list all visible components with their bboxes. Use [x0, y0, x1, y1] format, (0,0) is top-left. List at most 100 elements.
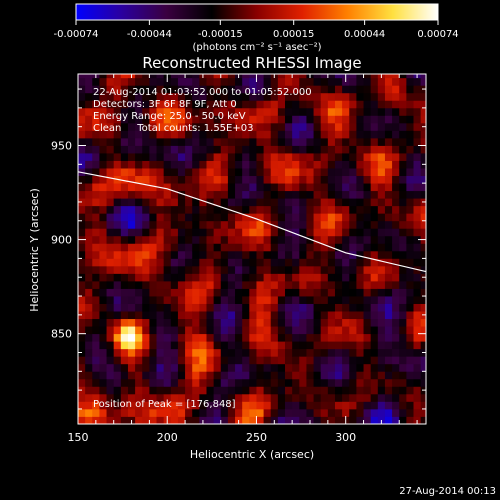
- heatmap-cell: [377, 213, 386, 222]
- heatmap-cell: [206, 273, 215, 282]
- heatmap-cell: [384, 198, 393, 207]
- heatmap-cell: [220, 386, 229, 395]
- heatmap-cell: [177, 303, 186, 312]
- heatmap-cell: [270, 85, 279, 94]
- heatmap-cell: [263, 107, 272, 116]
- heatmap-cell: [299, 153, 307, 161]
- heatmap-cell: [263, 333, 272, 342]
- heatmap-cell: [399, 408, 407, 417]
- heatmap-cell: [327, 115, 336, 124]
- heatmap-cell: [363, 175, 372, 184]
- heatmap-cell: [163, 228, 172, 237]
- heatmap-cell: [85, 288, 93, 297]
- heatmap-cell: [227, 77, 236, 86]
- heatmap-cell: [406, 213, 414, 222]
- heatmap-cell: [263, 416, 272, 424]
- info-detectors: Detectors: 3F 6F 8F 9F, Att 0: [93, 99, 237, 110]
- heatmap-cell: [156, 386, 165, 395]
- heatmap-cell: [342, 213, 350, 222]
- heatmap-cell: [185, 168, 193, 177]
- heatmap-cell: [156, 235, 165, 244]
- heatmap-cell: [392, 243, 400, 252]
- heatmap-cell: [263, 386, 272, 395]
- heatmap-cell: [277, 363, 286, 372]
- heatmap-cell: [285, 348, 293, 357]
- heatmap-cell: [220, 341, 229, 350]
- heatmap-cell: [227, 303, 236, 312]
- heatmap-cell: [377, 183, 386, 192]
- heatmap-cell: [285, 183, 293, 192]
- heatmap-cell: [384, 213, 393, 222]
- heatmap-cell: [299, 311, 307, 320]
- heatmap-cell: [177, 378, 186, 387]
- heatmap-cell: [170, 296, 179, 304]
- heatmap-cell: [78, 92, 86, 101]
- heatmap-cell: [256, 311, 264, 320]
- heatmap-cell: [235, 341, 243, 350]
- heatmap-cell: [120, 371, 129, 380]
- heatmap-cell: [106, 393, 115, 402]
- heatmap-cell: [156, 100, 165, 109]
- heatmap-cell: [227, 205, 236, 214]
- heatmap-cell: [213, 130, 222, 139]
- heatmap-cell: [113, 378, 122, 387]
- heatmap-cell: [78, 74, 86, 79]
- heatmap-cell: [242, 311, 250, 320]
- heatmap-cell: [227, 371, 236, 380]
- heatmap-cell: [406, 205, 414, 214]
- heatmap-cell: [227, 107, 236, 116]
- heatmap-cell: [313, 130, 322, 139]
- heatmap-cell: [392, 280, 400, 289]
- heatmap-cell: [199, 250, 207, 259]
- heatmap-cell: [92, 401, 100, 410]
- heatmap-cell: [199, 258, 207, 267]
- heatmap-cell: [263, 288, 272, 297]
- heatmap-cell: [242, 183, 250, 192]
- heatmap-cell: [292, 198, 300, 207]
- heatmap-cell: [242, 341, 250, 350]
- heatmap-cell: [356, 137, 364, 146]
- heatmap-cell: [99, 137, 107, 146]
- heatmap-cell: [177, 243, 186, 252]
- heatmap-cell: [392, 296, 400, 304]
- heatmap-cell: [342, 401, 350, 410]
- heatmap-cell: [270, 122, 279, 131]
- heatmap-cell: [170, 130, 179, 139]
- heatmap-cell: [127, 273, 136, 282]
- heatmap-cell: [235, 122, 243, 131]
- heatmap-cell: [299, 341, 307, 350]
- heatmap-cell: [156, 303, 165, 312]
- heatmap-cell: [192, 235, 200, 244]
- heatmap-cell: [206, 205, 215, 214]
- heatmap-cell: [342, 130, 350, 139]
- heatmap-cell: [342, 288, 350, 297]
- heatmap-cell: [292, 77, 300, 86]
- heatmap-cell: [170, 273, 179, 282]
- heatmap-cell: [113, 107, 122, 116]
- heatmap-cell: [270, 137, 279, 146]
- heatmap-cell: [320, 408, 329, 417]
- heatmap-cell: [177, 175, 186, 184]
- heatmap-cell: [135, 175, 143, 184]
- heatmap-cell: [92, 243, 100, 252]
- heatmap-cell: [342, 107, 350, 116]
- heatmap-cell: [142, 303, 150, 312]
- heatmap-cell: [213, 386, 222, 395]
- heatmap-cell: [235, 190, 243, 199]
- heatmap-cell: [413, 168, 422, 177]
- heatmap-cell: [377, 371, 386, 380]
- heatmap-cell: [334, 198, 343, 207]
- heatmap-cell: [149, 258, 157, 267]
- heatmap-cell: [292, 190, 300, 199]
- heatmap-cell: [170, 393, 179, 402]
- heatmap-cell: [220, 85, 229, 94]
- heatmap-cell: [235, 153, 243, 161]
- heatmap-cell: [313, 363, 322, 372]
- heatmap-cell: [235, 356, 243, 365]
- heatmap-cell: [356, 318, 364, 327]
- heatmap-cell: [235, 243, 243, 252]
- heatmap-cell: [227, 198, 236, 207]
- heatmap-cell: [85, 77, 93, 86]
- heatmap-cell: [85, 175, 93, 184]
- heatmap-cell: [270, 296, 279, 304]
